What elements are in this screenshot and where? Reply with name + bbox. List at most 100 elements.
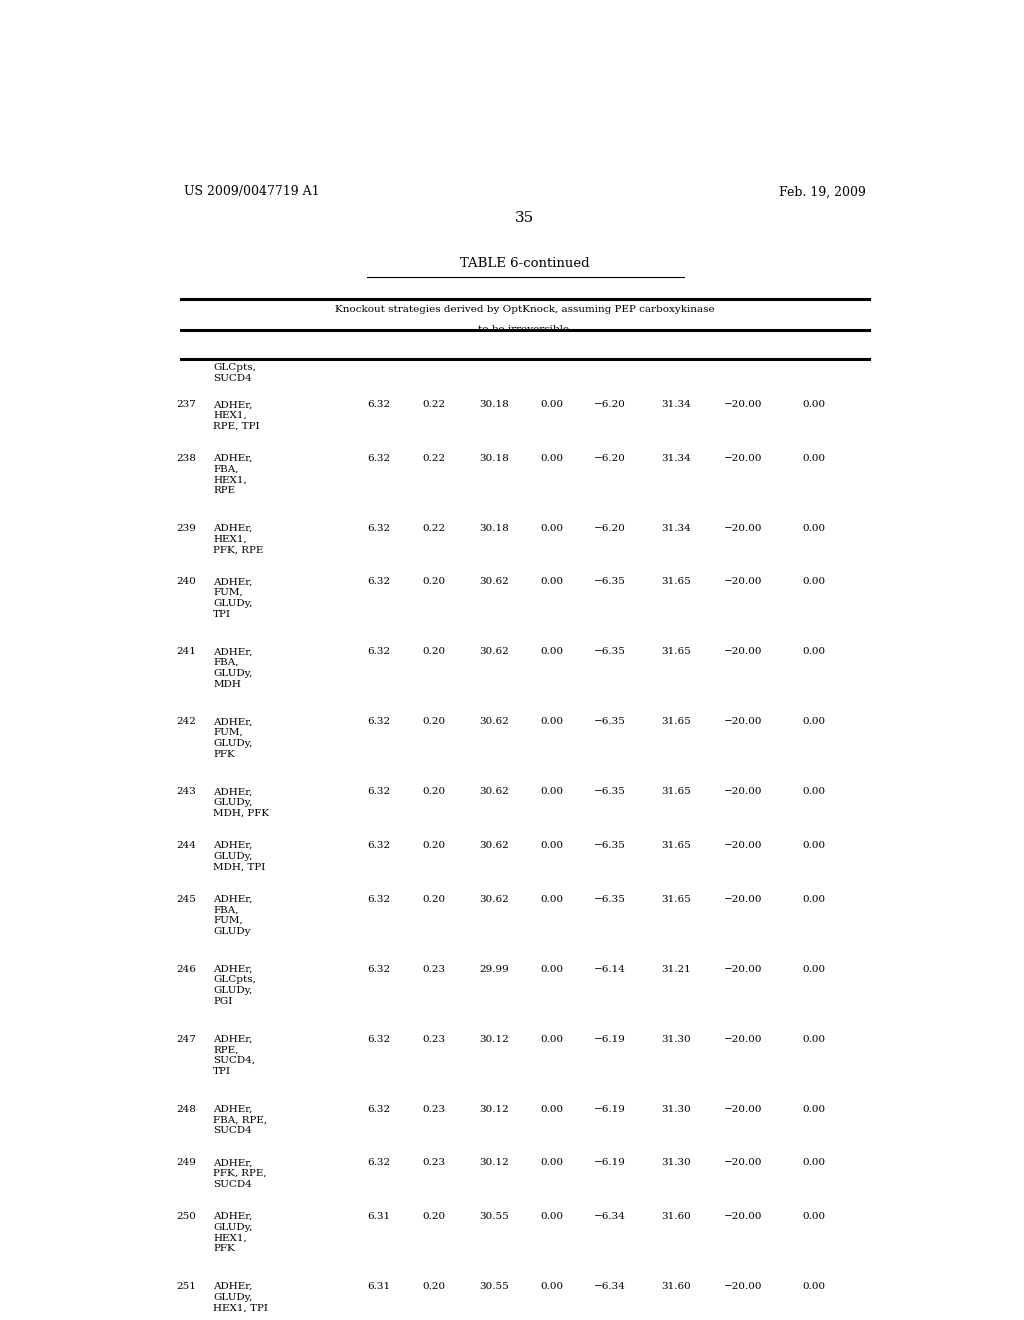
Text: −6.34: −6.34 (594, 1212, 626, 1221)
Text: 237: 237 (176, 400, 197, 409)
Text: 249: 249 (176, 1158, 197, 1167)
Text: 0.00: 0.00 (541, 1105, 563, 1114)
Text: TABLE 6-continued: TABLE 6-continued (460, 257, 590, 271)
Text: 238: 238 (176, 454, 197, 463)
Text: 0.20: 0.20 (423, 718, 445, 726)
Text: −6.14: −6.14 (594, 965, 626, 974)
Text: 30.62: 30.62 (479, 841, 509, 850)
Text: 0.20: 0.20 (423, 647, 445, 656)
Text: 31.65: 31.65 (660, 841, 690, 850)
Text: −20.00: −20.00 (723, 1158, 762, 1167)
Text: 239: 239 (176, 524, 197, 533)
Text: 30.18: 30.18 (479, 524, 509, 533)
Text: 0.00: 0.00 (541, 718, 563, 726)
Text: 6.32: 6.32 (367, 1035, 390, 1044)
Text: 0.00: 0.00 (803, 454, 825, 463)
Text: 31.30: 31.30 (660, 1035, 690, 1044)
Text: 31.21: 31.21 (660, 965, 690, 974)
Text: −6.20: −6.20 (594, 524, 626, 533)
Text: 31.65: 31.65 (660, 718, 690, 726)
Text: 31.60: 31.60 (660, 1212, 690, 1221)
Text: ADHEr,
GLUDy,
HEX1, TPI: ADHEr, GLUDy, HEX1, TPI (213, 1282, 268, 1312)
Text: 0.00: 0.00 (541, 454, 563, 463)
Text: ADHEr,
GLUDy,
MDH, PFK: ADHEr, GLUDy, MDH, PFK (213, 788, 269, 818)
Text: 240: 240 (176, 577, 197, 586)
Text: 31.30: 31.30 (660, 1105, 690, 1114)
Text: 0.00: 0.00 (803, 1035, 825, 1044)
Text: −20.00: −20.00 (723, 1282, 762, 1291)
Text: 6.32: 6.32 (367, 895, 390, 903)
Text: 0.00: 0.00 (803, 1212, 825, 1221)
Text: 0.00: 0.00 (803, 1282, 825, 1291)
Text: 0.00: 0.00 (803, 1158, 825, 1167)
Text: −6.35: −6.35 (594, 788, 626, 796)
Text: ADHEr,
FBA,
FUM,
GLUDy: ADHEr, FBA, FUM, GLUDy (213, 895, 253, 936)
Text: ADHEr,
PFK, RPE,
SUCD4: ADHEr, PFK, RPE, SUCD4 (213, 1158, 267, 1189)
Text: −20.00: −20.00 (723, 895, 762, 903)
Text: 6.32: 6.32 (367, 965, 390, 974)
Text: to be irreversible.: to be irreversible. (477, 325, 572, 334)
Text: 31.65: 31.65 (660, 647, 690, 656)
Text: −20.00: −20.00 (723, 1105, 762, 1114)
Text: 6.32: 6.32 (367, 524, 390, 533)
Text: −20.00: −20.00 (723, 788, 762, 796)
Text: Feb. 19, 2009: Feb. 19, 2009 (779, 185, 866, 198)
Text: 242: 242 (176, 718, 197, 726)
Text: −6.35: −6.35 (594, 577, 626, 586)
Text: 6.32: 6.32 (367, 454, 390, 463)
Text: ADHEr,
FBA,
HEX1,
RPE: ADHEr, FBA, HEX1, RPE (213, 454, 253, 495)
Text: −6.19: −6.19 (594, 1035, 626, 1044)
Text: 241: 241 (176, 647, 197, 656)
Text: 30.62: 30.62 (479, 577, 509, 586)
Text: 245: 245 (176, 895, 197, 903)
Text: 0.23: 0.23 (423, 1158, 445, 1167)
Text: 6.32: 6.32 (367, 1105, 390, 1114)
Text: 247: 247 (176, 1035, 197, 1044)
Text: 0.00: 0.00 (541, 400, 563, 409)
Text: −20.00: −20.00 (723, 454, 762, 463)
Text: ADHEr,
GLUDy,
MDH, TPI: ADHEr, GLUDy, MDH, TPI (213, 841, 265, 871)
Text: 0.00: 0.00 (803, 841, 825, 850)
Text: 0.00: 0.00 (803, 400, 825, 409)
Text: −6.35: −6.35 (594, 895, 626, 903)
Text: 31.65: 31.65 (660, 577, 690, 586)
Text: 6.32: 6.32 (367, 1158, 390, 1167)
Text: 30.18: 30.18 (479, 454, 509, 463)
Text: 244: 244 (176, 841, 197, 850)
Text: 6.32: 6.32 (367, 718, 390, 726)
Text: 243: 243 (176, 788, 197, 796)
Text: 251: 251 (176, 1282, 197, 1291)
Text: −20.00: −20.00 (723, 718, 762, 726)
Text: 248: 248 (176, 1105, 197, 1114)
Text: 0.00: 0.00 (541, 647, 563, 656)
Text: 6.31: 6.31 (367, 1282, 390, 1291)
Text: ADHEr,
RPE,
SUCD4,
TPI: ADHEr, RPE, SUCD4, TPI (213, 1035, 255, 1076)
Text: 0.22: 0.22 (423, 454, 445, 463)
Text: 29.99: 29.99 (479, 965, 509, 974)
Text: 0.20: 0.20 (423, 788, 445, 796)
Text: 30.55: 30.55 (479, 1282, 509, 1291)
Text: 30.12: 30.12 (479, 1158, 509, 1167)
Text: 0.00: 0.00 (541, 965, 563, 974)
Text: −20.00: −20.00 (723, 965, 762, 974)
Text: 6.31: 6.31 (367, 1212, 390, 1221)
Text: −20.00: −20.00 (723, 647, 762, 656)
Text: 0.00: 0.00 (803, 788, 825, 796)
Text: ADHEr,
HEX1,
PFK, RPE: ADHEr, HEX1, PFK, RPE (213, 524, 263, 554)
Text: −20.00: −20.00 (723, 524, 762, 533)
Text: −6.20: −6.20 (594, 454, 626, 463)
Text: ADHEr,
GLCpts,
GLUDy,
PGI: ADHEr, GLCpts, GLUDy, PGI (213, 965, 256, 1006)
Text: 0.00: 0.00 (803, 1105, 825, 1114)
Text: 0.00: 0.00 (803, 718, 825, 726)
Text: 0.00: 0.00 (803, 577, 825, 586)
Text: −6.19: −6.19 (594, 1158, 626, 1167)
Text: 0.00: 0.00 (541, 1212, 563, 1221)
Text: 31.30: 31.30 (660, 1158, 690, 1167)
Text: −20.00: −20.00 (723, 400, 762, 409)
Text: 0.00: 0.00 (803, 895, 825, 903)
Text: ADHEr,
FUM,
GLUDy,
TPI: ADHEr, FUM, GLUDy, TPI (213, 577, 253, 619)
Text: 0.23: 0.23 (423, 1035, 445, 1044)
Text: −20.00: −20.00 (723, 577, 762, 586)
Text: 0.00: 0.00 (803, 965, 825, 974)
Text: 35: 35 (515, 211, 535, 224)
